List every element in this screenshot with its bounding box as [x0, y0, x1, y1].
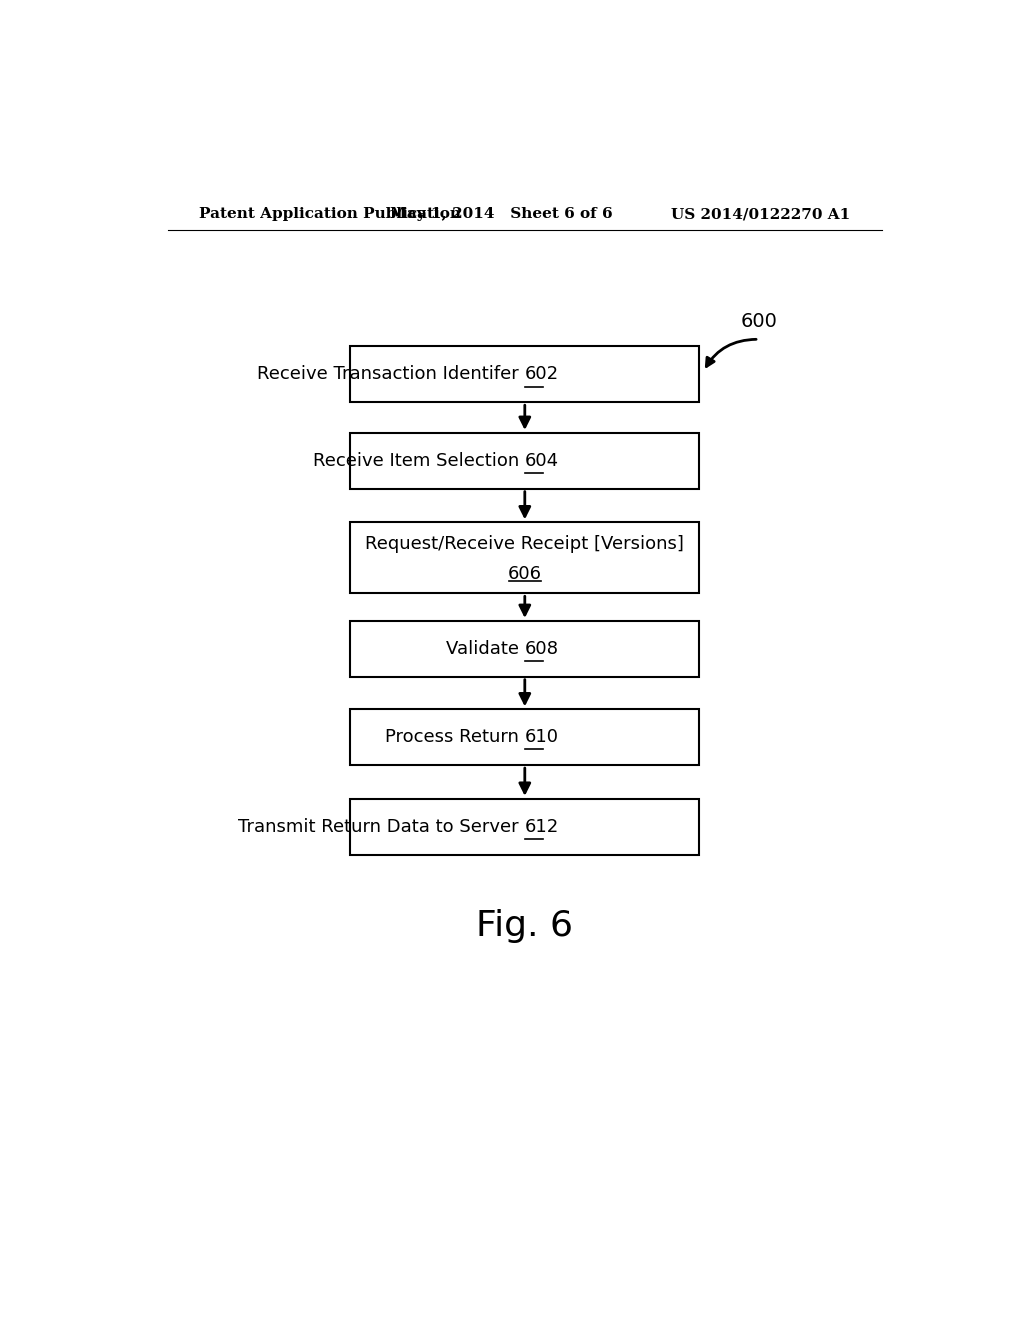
- Text: May 1, 2014   Sheet 6 of 6: May 1, 2014 Sheet 6 of 6: [390, 207, 612, 222]
- FancyBboxPatch shape: [350, 433, 699, 488]
- Text: US 2014/0122270 A1: US 2014/0122270 A1: [671, 207, 850, 222]
- Text: 610: 610: [524, 729, 559, 746]
- FancyBboxPatch shape: [350, 523, 699, 594]
- Text: Transmit Return Data to Server: Transmit Return Data to Server: [239, 817, 524, 836]
- Text: 606: 606: [508, 565, 542, 583]
- Text: 612: 612: [524, 817, 559, 836]
- Text: 604: 604: [524, 451, 559, 470]
- Text: Request/Receive Receipt [Versions]: Request/Receive Receipt [Versions]: [366, 535, 684, 553]
- Text: 608: 608: [524, 640, 559, 657]
- Text: Patent Application Publication: Patent Application Publication: [200, 207, 462, 222]
- Text: Receive Transaction Identifer: Receive Transaction Identifer: [257, 366, 524, 383]
- Text: Receive Item Selection: Receive Item Selection: [312, 451, 524, 470]
- FancyBboxPatch shape: [350, 709, 699, 766]
- Text: 602: 602: [524, 366, 559, 383]
- FancyBboxPatch shape: [350, 346, 699, 403]
- Text: 600: 600: [740, 312, 777, 330]
- FancyBboxPatch shape: [350, 799, 699, 854]
- FancyBboxPatch shape: [350, 620, 699, 677]
- Text: Fig. 6: Fig. 6: [476, 908, 573, 942]
- Text: Validate: Validate: [446, 640, 524, 657]
- Text: Process Return: Process Return: [385, 729, 524, 746]
